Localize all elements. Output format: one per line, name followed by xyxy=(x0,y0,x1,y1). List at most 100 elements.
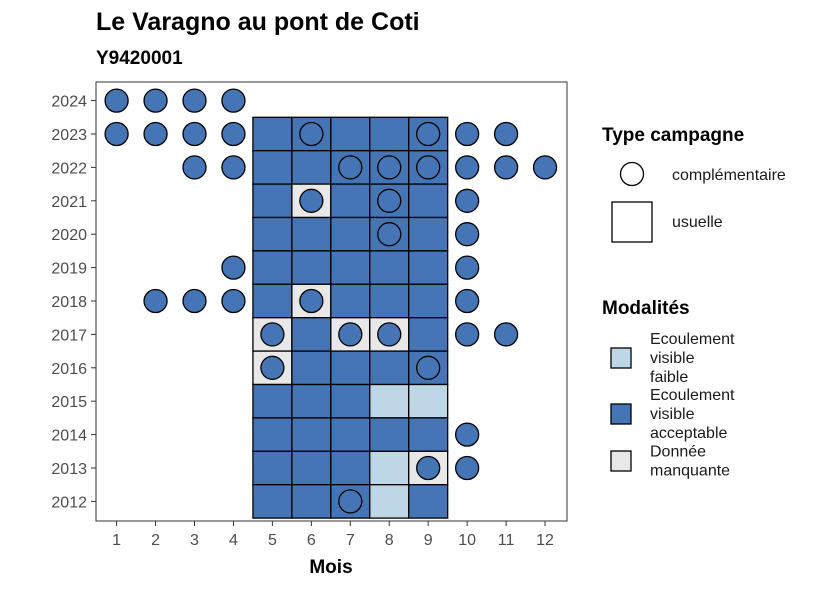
tile-usuelle xyxy=(252,183,293,219)
tile-usuelle xyxy=(252,250,293,285)
point-complementaire xyxy=(377,155,402,180)
point-complementaire xyxy=(416,155,441,180)
legend-label-manquante: manquante xyxy=(650,463,730,480)
point-complementaire xyxy=(221,121,246,147)
tile-usuelle xyxy=(408,216,449,252)
point-complementaire xyxy=(416,455,441,481)
tile-usuelle xyxy=(408,283,449,319)
tile-usuelle xyxy=(291,350,332,386)
tile-usuelle xyxy=(408,250,449,285)
x-axis-title: Mois xyxy=(309,557,352,578)
tile-usuelle xyxy=(369,450,410,486)
point-complementaire xyxy=(338,155,363,180)
point-complementaire xyxy=(338,322,363,347)
x-tick-label: 11 xyxy=(498,532,515,549)
tile-usuelle xyxy=(369,484,410,519)
point-complementaire xyxy=(532,155,558,180)
tile-usuelle xyxy=(252,417,293,452)
point-complementaire xyxy=(454,288,480,314)
point-complementaire xyxy=(299,288,324,314)
tile-usuelle xyxy=(330,383,371,419)
tile-usuelle xyxy=(369,283,410,319)
tile-usuelle xyxy=(330,250,371,285)
legend-key-acceptable xyxy=(610,403,632,425)
legend-label-faible: Ecoulement xyxy=(650,331,735,348)
tile-usuelle xyxy=(291,417,332,452)
x-axis: 1 2 3 4 5 6 7 8 9 10 11 12 xyxy=(112,521,554,549)
point-complementaire xyxy=(260,355,285,380)
point-complementaire xyxy=(454,188,480,213)
point-complementaire xyxy=(221,155,246,180)
point-complementaire xyxy=(493,155,519,180)
plot-area xyxy=(95,81,568,522)
chart-subtitle: Y9420001 xyxy=(96,48,183,69)
tile-usuelle xyxy=(291,383,332,419)
x-tick-label: 9 xyxy=(424,532,433,549)
tile-usuelle xyxy=(330,283,371,319)
legend-square-icon xyxy=(611,201,653,243)
legend-fill-title: Modalités xyxy=(602,298,690,319)
tile-usuelle xyxy=(291,216,332,252)
tile-usuelle xyxy=(369,116,410,152)
x-tick-label: 1 xyxy=(112,532,121,549)
legend-key-manquante xyxy=(610,450,632,472)
y-tick-label: 2024 xyxy=(51,94,87,111)
point-complementaire xyxy=(338,489,363,514)
tile-usuelle xyxy=(252,484,293,519)
tile-usuelle xyxy=(291,317,332,352)
legend-shape-label-complementaire: complémentaire xyxy=(672,167,786,184)
legend-label-faible: faible xyxy=(650,369,688,386)
legend-shape-label-usuelle: usuelle xyxy=(672,214,723,231)
legend-circle-icon xyxy=(619,161,645,187)
point-complementaire xyxy=(182,288,207,314)
point-complementaire xyxy=(454,322,480,347)
point-complementaire xyxy=(182,88,207,113)
tile-usuelle xyxy=(252,283,293,319)
point-complementaire xyxy=(416,121,441,147)
legend-label-acceptable: Ecoulement xyxy=(650,387,735,404)
tile-usuelle xyxy=(291,484,332,519)
legend-label-faible: visible xyxy=(650,350,695,367)
y-tick-label: 2012 xyxy=(51,494,87,511)
point-complementaire xyxy=(104,88,129,113)
x-tick-label: 12 xyxy=(536,532,554,549)
point-complementaire xyxy=(454,155,480,180)
x-tick-label: 2 xyxy=(151,532,160,549)
point-complementaire xyxy=(143,121,168,147)
tile-usuelle xyxy=(252,450,293,486)
y-tick-label: 2015 xyxy=(51,394,87,411)
point-complementaire xyxy=(260,322,285,347)
y-tick-label: 2016 xyxy=(51,361,87,378)
tile-usuelle xyxy=(369,350,410,386)
y-tick-label: 2023 xyxy=(51,127,87,144)
x-tick-label: 10 xyxy=(458,532,476,549)
y-tick-label: 2020 xyxy=(51,227,87,244)
point-complementaire xyxy=(377,322,402,347)
tile-usuelle xyxy=(330,417,371,452)
x-tick-label: 4 xyxy=(229,532,238,549)
legend-modalites: Modalités EcoulementvisiblefaibleEcoulem… xyxy=(602,298,735,480)
legend-shape-title: Type campagne xyxy=(602,125,744,146)
legend-key-faible xyxy=(610,347,632,369)
y-tick-label: 2018 xyxy=(51,294,87,311)
tile-usuelle xyxy=(330,350,371,386)
point-complementaire xyxy=(221,88,246,113)
tile-usuelle xyxy=(408,317,449,352)
point-complementaire xyxy=(493,322,519,347)
tile-usuelle xyxy=(252,150,293,185)
y-tick-label: 2019 xyxy=(51,261,87,278)
legend-label-manquante: Donnée xyxy=(650,444,706,461)
point-complementaire xyxy=(182,121,207,147)
point-complementaire xyxy=(143,88,168,113)
y-tick-label: 2021 xyxy=(51,194,87,211)
legend-label-acceptable: acceptable xyxy=(650,425,727,442)
legend-label-acceptable: visible xyxy=(650,406,695,423)
tile-usuelle xyxy=(408,383,449,419)
tile-usuelle xyxy=(330,116,371,152)
point-complementaire xyxy=(454,121,480,147)
x-tick-label: 5 xyxy=(268,532,277,549)
tile-usuelle xyxy=(252,383,293,419)
y-tick-label: 2014 xyxy=(51,428,87,445)
point-complementaire xyxy=(454,255,480,280)
